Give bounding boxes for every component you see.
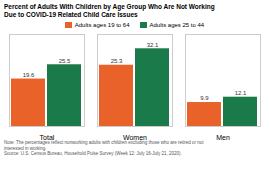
svg-text:Men: Men — [216, 134, 230, 140]
svg-text:12.1: 12.1 — [235, 90, 247, 96]
svg-text:19.6: 19.6 — [23, 72, 35, 78]
svg-text:32.1: 32.1 — [147, 42, 159, 48]
svg-text:25.3: 25.3 — [111, 58, 123, 64]
svg-text:Women: Women — [123, 134, 147, 140]
svg-text:Total: Total — [40, 134, 55, 140]
html-text:Note: The percentages reflect: Note: The percentages reflect nonworking… — [4, 140, 204, 156]
svg-text:25.5: 25.5 — [59, 58, 71, 64]
html-text:Adults ages 25 to 44: Adults ages 25 to 44 — [149, 22, 205, 28]
html-text:Percent of Adults With Childre: Percent of Adults With Children by Age G… — [4, 3, 215, 18]
svg-text:9.9: 9.9 — [200, 95, 209, 101]
html-text:Adults ages 19 to 64: Adults ages 19 to 64 — [74, 22, 130, 28]
